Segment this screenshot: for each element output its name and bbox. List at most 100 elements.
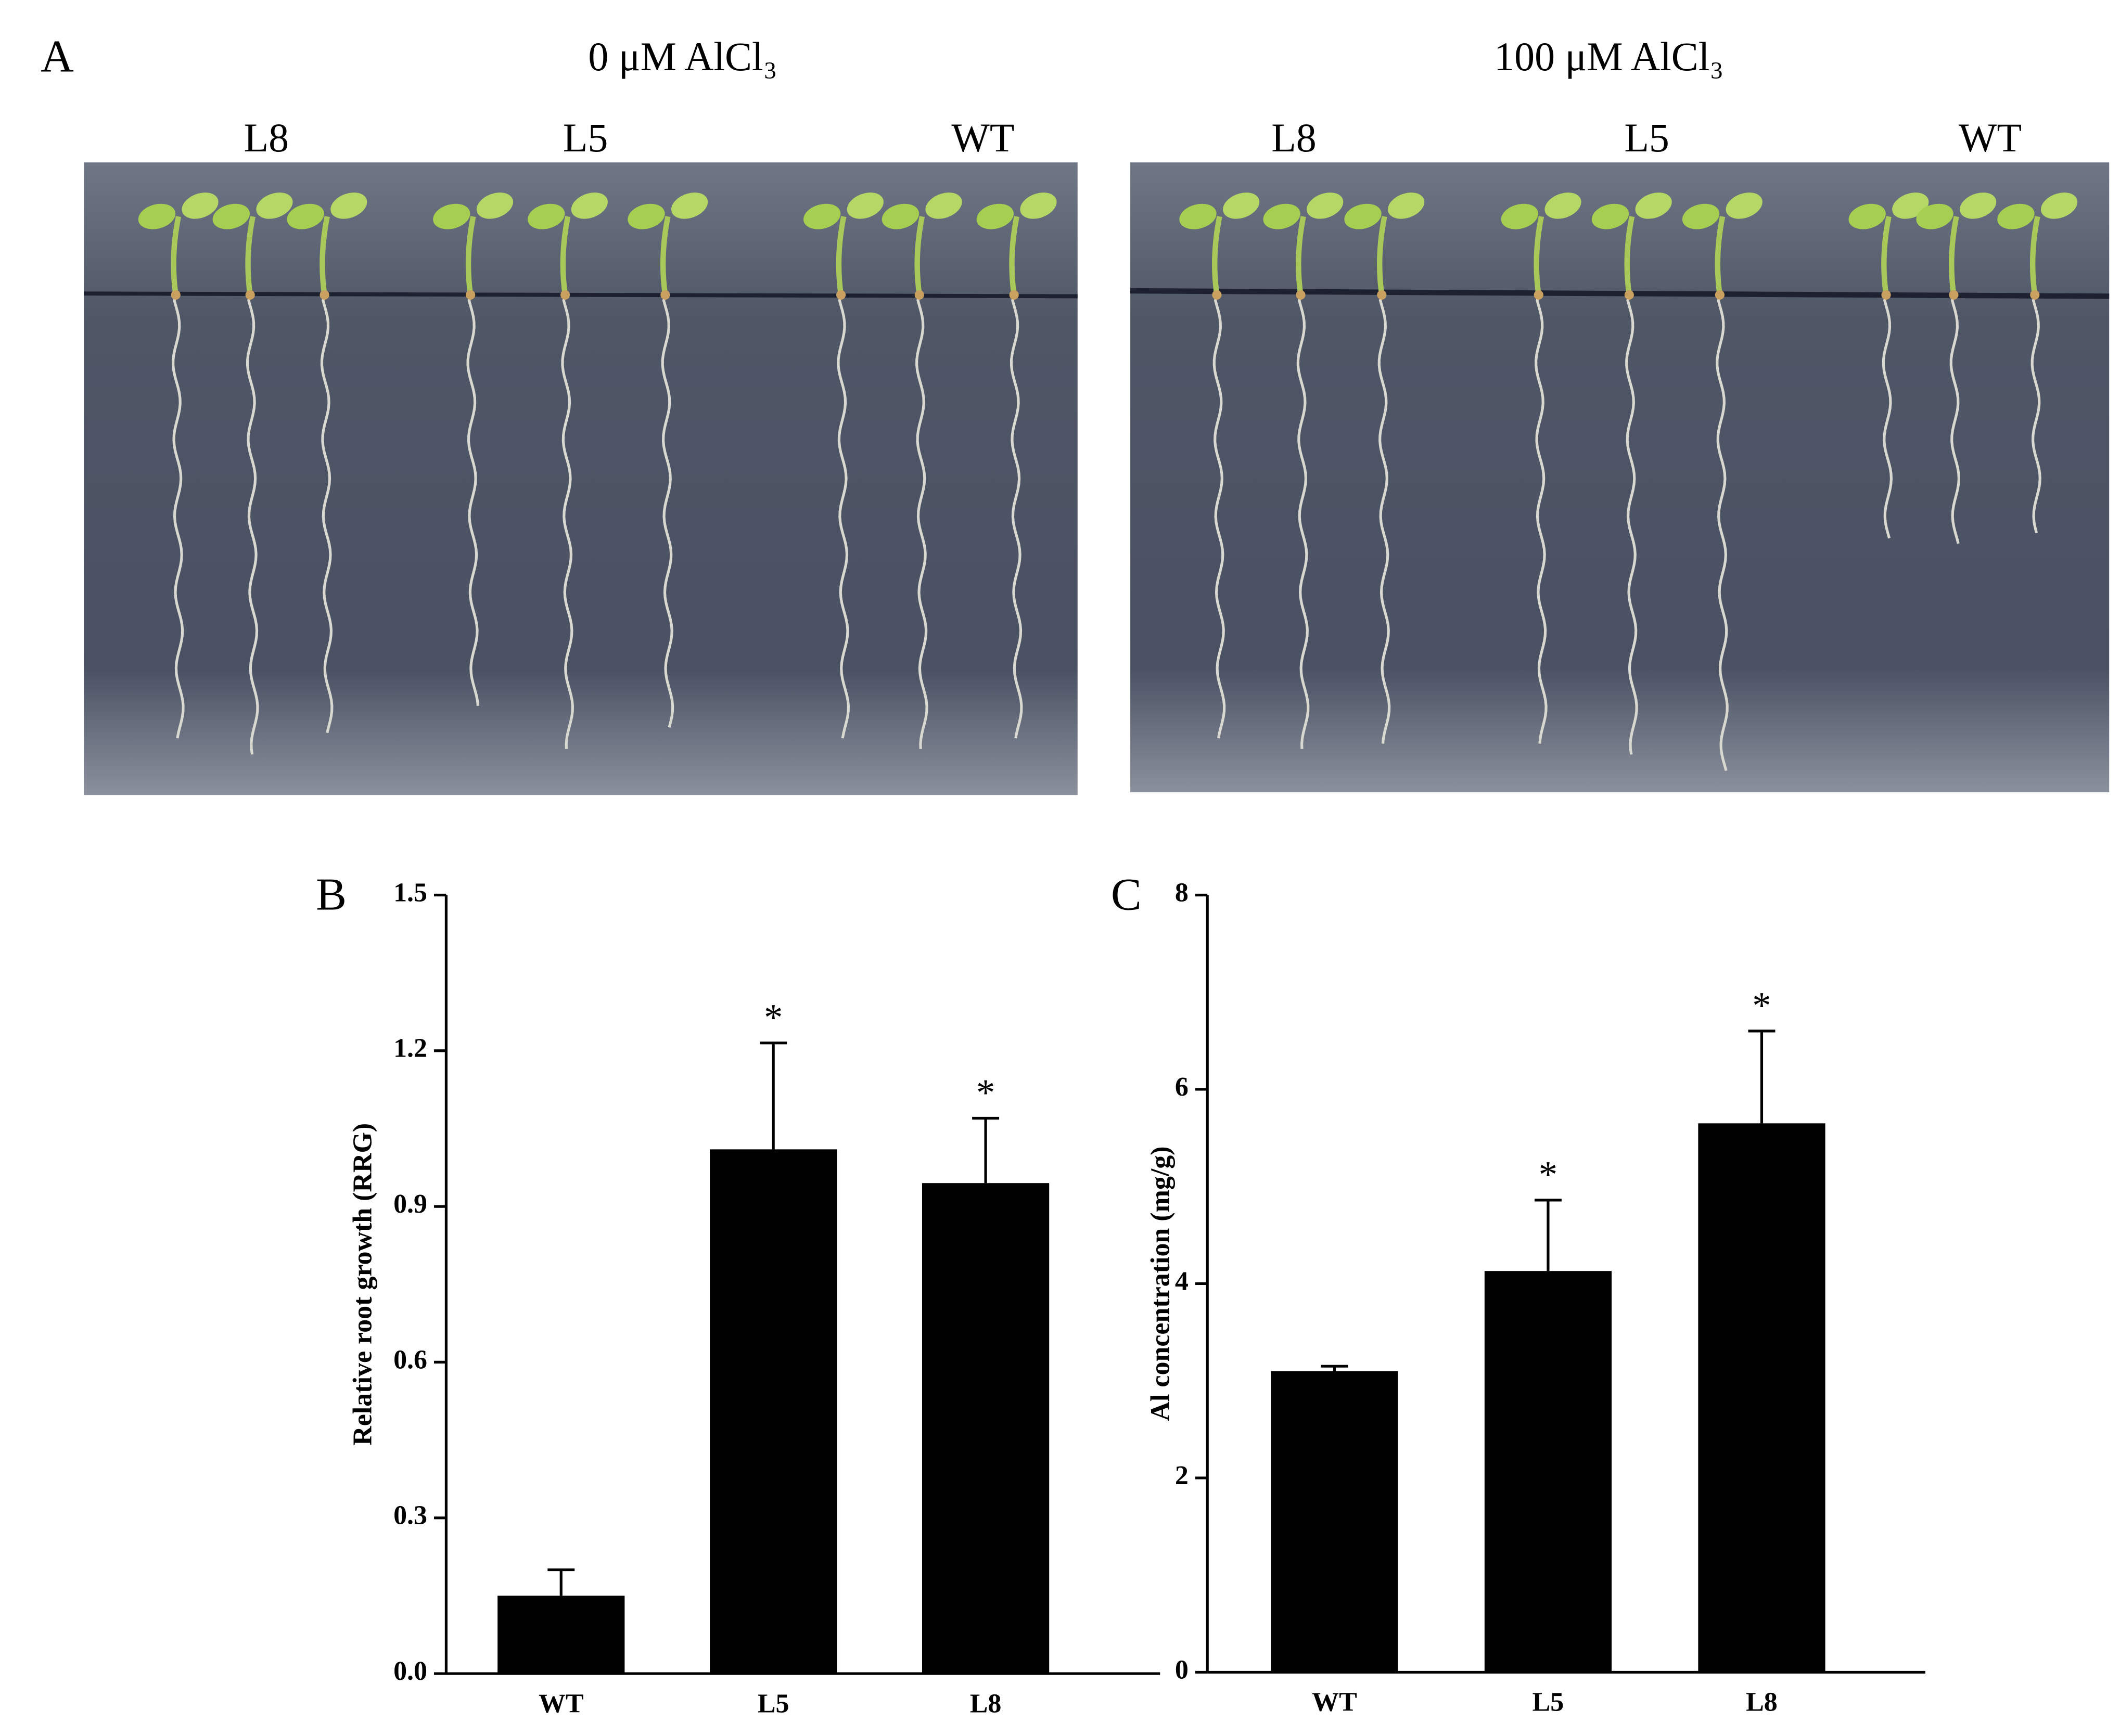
cotyledon [1848, 203, 1886, 229]
root [1296, 297, 1310, 749]
seed [1296, 290, 1306, 300]
x-tick-label: L8 [1746, 1688, 1778, 1717]
hypocotyl [465, 216, 476, 295]
y-tick-label: 0.3 [393, 1501, 427, 1531]
hypocotyl [245, 216, 256, 295]
hypocotyl [660, 216, 671, 295]
cotyledon [1916, 203, 1953, 229]
root [2030, 297, 2041, 533]
cotyledon [671, 192, 708, 219]
bar [1484, 1271, 1612, 1673]
line-label: L8 [244, 115, 289, 160]
root [561, 297, 574, 749]
cotyledon [182, 192, 219, 219]
seed [1009, 290, 1019, 300]
line-label: L5 [563, 115, 608, 160]
y-tick-label: 8 [1175, 878, 1189, 907]
root [661, 297, 674, 728]
significance-mark: * [976, 1072, 995, 1114]
panel-label: A [41, 31, 74, 82]
seed [320, 290, 329, 300]
plate-edge [1130, 288, 2110, 299]
seed [245, 290, 255, 300]
cotyledon [847, 192, 884, 219]
root [466, 297, 480, 706]
line-label: L5 [1624, 115, 1669, 160]
cotyledon [1020, 192, 1057, 219]
y-axis-title: Relative root growth (RRG) [348, 1123, 377, 1446]
root [1625, 297, 1638, 755]
x-tick-label: WT [539, 1689, 584, 1718]
y-tick-label: 0.9 [393, 1189, 427, 1219]
y-axis-title: Al concentration (mg/g) [1145, 1146, 1175, 1421]
y-tick-label: 0 [1175, 1655, 1189, 1684]
cotyledon [287, 203, 324, 229]
condition-title: 100 μM AlCl₃ [1494, 34, 1723, 79]
root [915, 297, 928, 749]
cotyledon [256, 192, 293, 219]
cotyledon [1726, 192, 1763, 219]
root [1716, 297, 1729, 771]
cotyledon [1501, 203, 1539, 229]
seed [1715, 290, 1725, 300]
cotyledon [925, 192, 962, 219]
hypocotyl [914, 216, 925, 295]
hypocotyl [320, 216, 330, 295]
hypocotyl [171, 216, 182, 295]
root [172, 297, 185, 739]
seed [171, 290, 181, 300]
seed [466, 290, 476, 300]
significance-mark: * [764, 996, 783, 1038]
x-tick-label: L5 [758, 1689, 789, 1718]
root [246, 297, 259, 755]
cotyledon [1344, 203, 1382, 229]
line-label: WT [951, 115, 1014, 160]
cotyledon [1544, 192, 1581, 219]
cotyledon [882, 203, 919, 229]
seed [1949, 290, 1959, 300]
significance-mark: * [1539, 1153, 1557, 1195]
cotyledon [571, 192, 608, 219]
charts: B Relative root growth (RRG) 0.0 0.3 0.6 0.9 1… [316, 869, 1925, 1718]
hypocotyl [836, 216, 847, 295]
condition-title: 0 μM AlCl₃ [588, 34, 777, 79]
y-tick-label: 0.0 [393, 1656, 427, 1686]
y-tick-label: 4 [1175, 1266, 1189, 1296]
hypocotyl [1534, 216, 1544, 295]
cotyledon [1591, 203, 1629, 229]
y-tick-label: 6 [1175, 1072, 1189, 1102]
hypocotyl [1949, 216, 1959, 295]
cotyledon [1960, 192, 1997, 219]
seed [1624, 290, 1634, 300]
cotyledon [976, 203, 1014, 229]
seed [560, 290, 570, 300]
cotyledon [1179, 203, 1217, 229]
root [1949, 297, 1960, 544]
cotyledon [1635, 192, 1672, 219]
line-label: L8 [1271, 115, 1317, 160]
plate-edge [84, 291, 1078, 299]
cotyledon [2040, 192, 2078, 219]
cotyledon [1223, 192, 1260, 219]
y-tick-label: 1.2 [393, 1034, 427, 1063]
seed [1377, 290, 1387, 300]
cotyledon [1388, 192, 1425, 219]
hypocotyl [1296, 216, 1306, 295]
significance-mark: * [1752, 984, 1771, 1026]
root [837, 297, 850, 739]
hypocotyl [1212, 216, 1222, 295]
hypocotyl [2029, 216, 2040, 295]
cotyledon [1682, 203, 1720, 229]
cotyledon [330, 192, 367, 219]
seed [914, 290, 924, 300]
bar [1698, 1123, 1825, 1673]
seed [836, 290, 846, 300]
panel-label: B [316, 869, 347, 920]
root [320, 297, 334, 734]
photo-panel: A 0 μM AlCl₃ 100 μM AlCl₃ L8 L5 WT L8 L5… [41, 31, 2110, 795]
hypocotyl [1881, 216, 1892, 295]
hypocotyl [1377, 216, 1387, 295]
cotyledon [212, 203, 250, 229]
cotyledon [803, 203, 841, 229]
root [1377, 297, 1391, 744]
